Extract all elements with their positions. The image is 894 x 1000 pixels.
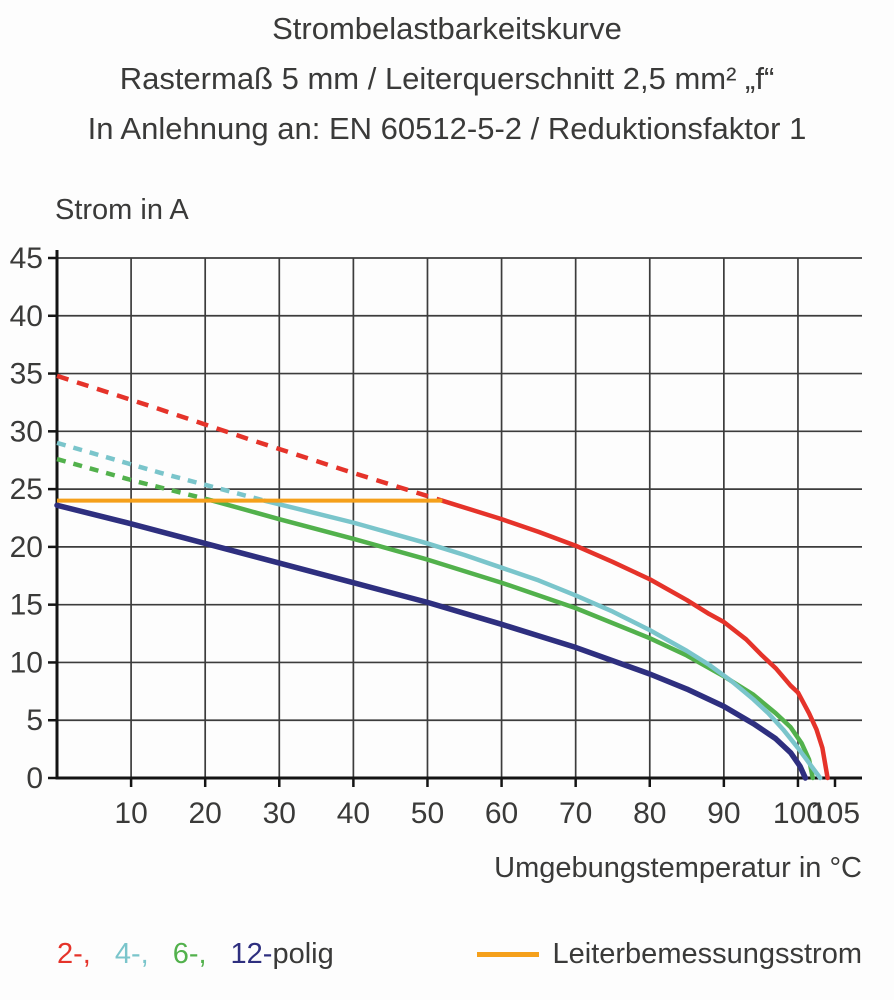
- y-tick-label: 25: [10, 473, 43, 506]
- chart-subtitle: Rastermaß 5 mm / Leiterquerschnitt 2,5 m…: [119, 61, 775, 97]
- chart-title-block: Strombelastbarkeitskurve Rastermaß 5 mm …: [0, 4, 894, 155]
- legend-poles: 2-, 4-, 6-, 12- polig: [57, 938, 334, 971]
- x-tick-label: 10: [114, 797, 147, 830]
- y-tick-label: 20: [10, 531, 43, 564]
- x-tick-label: 100: [773, 797, 823, 830]
- legend-4-pole: 4-,: [114, 938, 149, 970]
- y-tick-label: 0: [26, 762, 43, 795]
- rated-current-line-swatch: [476, 952, 539, 957]
- y-tick-label: 30: [10, 415, 43, 448]
- x-tick-label: 60: [485, 797, 518, 830]
- curve-2-polig-dashed: [56, 373, 443, 503]
- x-tick-label: 40: [337, 797, 370, 830]
- x-tick-label: 90: [707, 797, 740, 830]
- legend-6-pole: 6-,: [172, 938, 207, 970]
- x-tick-label: 50: [411, 797, 444, 830]
- y-tick-label: 45: [10, 242, 43, 275]
- current-capacity-chart: 0 5 10 15 20 25 30 35 40 45 10 20 30 40 50 60 70 80 90 1001…: [10, 242, 862, 830]
- legend-12-pole: 12-: [230, 938, 273, 970]
- curve-4-polig: [262, 498, 823, 781]
- legend: 2-, 4-, 6-, 12- polig Leiterbemessungsst…: [57, 938, 862, 971]
- x-tick-label: 20: [189, 797, 222, 830]
- curve-2-polig: [440, 498, 830, 781]
- legend-2-pole: 2-,: [57, 938, 91, 970]
- y-tick-label: 10: [10, 646, 43, 679]
- legend-poles-suffix: polig: [272, 938, 334, 970]
- x-tick-label: 80: [633, 797, 666, 830]
- legend-rated-current: Leiterbemessungsstrom: [476, 938, 862, 971]
- y-axis-label: Strom in A: [55, 194, 189, 226]
- chart-title: Strombelastbarkeitskurve: [272, 11, 622, 46]
- x-tick-label: 70: [559, 797, 592, 830]
- x-tick-label: 105: [810, 797, 860, 830]
- curve-12-polig: [54, 502, 809, 781]
- x-axis-label: Umgebungstemperatur in °C: [494, 852, 862, 884]
- chart-standard-note: In Anlehnung an: EN 60512-5-2 / Reduktio…: [87, 111, 807, 147]
- rated-current-label: Leiterbemessungsstrom: [552, 938, 862, 970]
- y-tick-label: 15: [10, 589, 43, 622]
- x-tick-label: 30: [263, 797, 296, 830]
- y-tick-label: 35: [10, 358, 43, 391]
- y-tick-label: 5: [26, 704, 43, 737]
- y-tick-label: 40: [10, 300, 43, 333]
- curve-4-polig-dashed: [56, 440, 266, 503]
- curve-6-polig: [210, 498, 816, 781]
